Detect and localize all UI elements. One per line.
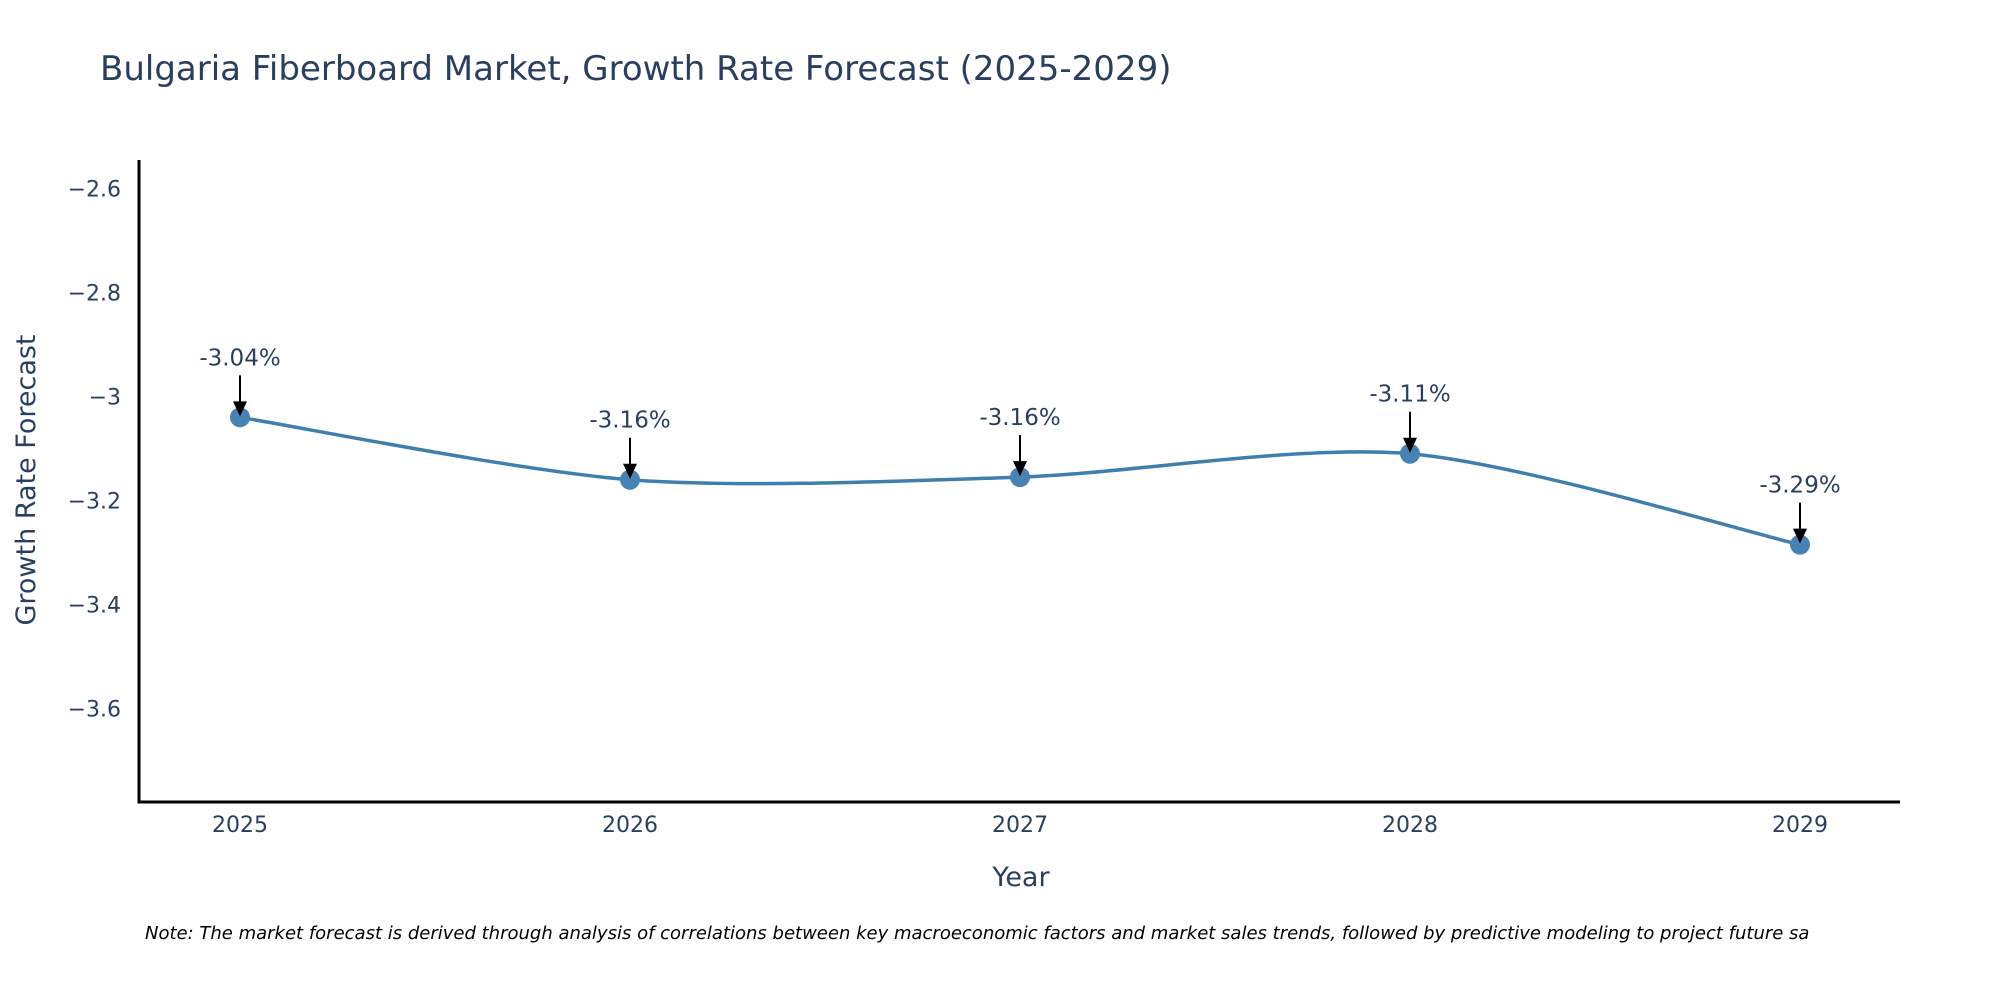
data-label-annotation: -3.04% (199, 345, 281, 417)
data-label-annotation: -3.11% (1369, 382, 1451, 453)
x-axis-title: Year (991, 862, 1050, 893)
x-tick-label: 2029 (1772, 813, 1828, 838)
data-label: -3.16% (979, 405, 1060, 431)
data-label-annotation: -3.29% (1759, 473, 1841, 544)
annotation-arrow-head (623, 463, 637, 479)
y-tick-label: −3.2 (68, 489, 121, 514)
data-label: -3.29% (1759, 473, 1840, 499)
data-label-annotation: -3.16% (589, 408, 671, 479)
data-point-marker (1010, 467, 1030, 488)
y-tick-label: −3.6 (68, 697, 121, 722)
data-point-marker (230, 407, 250, 428)
annotation-arrow-head (1403, 437, 1417, 453)
data-point-marker (1400, 443, 1420, 464)
data-label: -3.16% (589, 408, 670, 434)
series-markers (230, 407, 1810, 555)
data-annotations: -3.04% -3.16% -3.16% -3.11% -3.29% (199, 345, 1841, 544)
chart-title: Bulgaria Fiberboard Market, Growth Rate … (100, 49, 1171, 89)
x-tick-label: 2027 (992, 813, 1048, 838)
data-label: -3.04% (199, 345, 280, 371)
annotation-arrow-head (233, 401, 247, 417)
x-tick-label: 2026 (602, 813, 658, 838)
y-tick-label: −2.8 (68, 282, 121, 307)
x-tick-label: 2028 (1382, 813, 1438, 838)
annotation-arrow-head (1013, 461, 1027, 477)
annotation-arrow-head (1793, 528, 1807, 544)
data-point-marker (620, 469, 640, 490)
x-tick-label: 2025 (212, 813, 268, 838)
y-tick-label: −2.6 (68, 178, 121, 203)
data-point-marker (1790, 534, 1810, 555)
y-tick-label: −3 (89, 386, 121, 411)
x-axis-ticks: 2025 2026 2027 2028 2029 (212, 813, 1828, 838)
data-label: -3.11% (1369, 382, 1450, 408)
chart-note: Note: The market forecast is derived thr… (145, 923, 1809, 944)
y-axis-ticks: −2.6 −2.8 −3 −3.2 −3.4 −3.6 (68, 178, 121, 723)
y-axis-title: Growth Rate Forecast (11, 334, 42, 625)
y-tick-label: −3.4 (68, 593, 121, 618)
data-label-annotation: -3.16% (979, 405, 1061, 477)
